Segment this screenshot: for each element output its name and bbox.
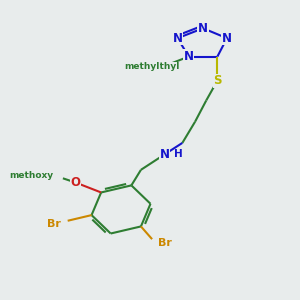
Text: N: N: [198, 22, 208, 35]
Text: N: N: [184, 50, 194, 63]
Text: N: N: [160, 148, 170, 161]
Text: methoxy: methoxy: [9, 171, 53, 180]
Text: Br: Br: [47, 219, 61, 229]
Text: S: S: [213, 74, 222, 87]
Text: Br: Br: [158, 238, 172, 248]
Text: N: N: [222, 32, 232, 45]
Text: H: H: [174, 149, 182, 159]
Text: methyl: methyl: [124, 62, 159, 71]
Text: N: N: [172, 32, 183, 45]
Text: O: O: [70, 176, 81, 189]
Text: methyl: methyl: [144, 62, 179, 71]
